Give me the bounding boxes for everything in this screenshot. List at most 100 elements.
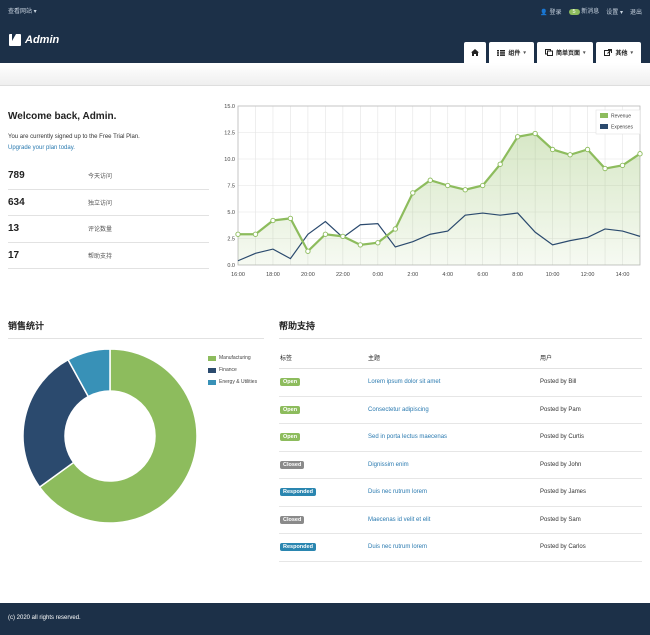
donut-legend: Manufacturing Finance Energy & Utilities xyxy=(208,352,257,388)
x-tick-label: 2:00 xyxy=(407,272,418,278)
revenue-point xyxy=(532,130,538,137)
legend-swatch xyxy=(208,367,216,373)
stat-label: 独立访问 xyxy=(88,200,113,207)
legend-label: Energy & Utilities xyxy=(219,379,258,385)
plan-text: You are currently signed up to the Free … xyxy=(8,134,140,140)
y-tick-label: 12.5 xyxy=(224,131,235,137)
support-table: 标签 主题 用户 Open Lorem ipsum dolor sit amet P… xyxy=(279,347,642,562)
tab-home[interactable] xyxy=(464,42,487,63)
revenue-point xyxy=(619,162,626,169)
legend-label: Finance xyxy=(219,367,237,373)
tab-simple-pages-label: 简单页面 xyxy=(555,51,580,57)
subject-link[interactable]: Duis nec rutrum lorem xyxy=(368,544,428,551)
subject-link[interactable]: Duis nec rutrum lorem xyxy=(368,489,428,496)
status-cell: Open xyxy=(279,368,367,397)
user-cell: Posted by Curtis xyxy=(539,423,642,452)
table-row: Open Lorem ipsum dolor sit amet Posted by … xyxy=(279,368,642,397)
legend-label: Expenses xyxy=(611,125,633,131)
revenue-point xyxy=(357,242,363,248)
user-cell: Posted by James xyxy=(539,478,642,507)
status-cell: Closed xyxy=(279,506,367,534)
status-badge: Closed xyxy=(280,460,305,469)
revenue-point xyxy=(305,248,311,254)
status-badge: Closed xyxy=(280,515,305,524)
x-tick-label: 8:00 xyxy=(512,272,523,278)
stats-list: 789 今天访问 634 独立访问 13 评论数量 17 帮助支持 xyxy=(8,163,209,269)
stat-row: 13 评论数量 xyxy=(8,216,209,243)
tab-components[interactable]: 组件 ▾ xyxy=(489,42,534,63)
x-tick-label: 0:00 xyxy=(372,272,383,278)
x-tick-label: 16:00 xyxy=(231,272,245,278)
donut-slice xyxy=(67,348,111,398)
table-row: Closed Maecenas id velit et elit Posted by… xyxy=(279,506,642,534)
stat-row: 789 今天访问 xyxy=(8,163,209,190)
revenue-point xyxy=(252,231,259,237)
legend-item: Manufacturing xyxy=(208,352,257,364)
chevron-down-icon: ▾ xyxy=(523,49,526,56)
expenses-series-line xyxy=(237,212,641,262)
tab-other-label: 其他 xyxy=(615,51,628,57)
stat-value: 789 xyxy=(8,170,25,182)
status-badge: Open xyxy=(280,378,301,387)
subject-link[interactable]: Sed in porta lectus maecenas xyxy=(368,434,448,441)
y-tick-label: 15.0 xyxy=(224,104,235,110)
revenue-point xyxy=(445,182,451,189)
subject-cell: Consectetur adipiscing xyxy=(367,396,539,424)
status-cell: Responded xyxy=(279,533,367,562)
user-cell: Posted by Pam xyxy=(539,396,642,424)
col-header-user: 用户 xyxy=(539,347,642,369)
revenue-point xyxy=(375,240,381,246)
subject-cell: Duis nec rutrum lorem xyxy=(367,478,539,507)
settings-link[interactable]: 设置 ▾ xyxy=(606,9,623,16)
status-badge: Responded xyxy=(280,543,316,552)
stat-value: 17 xyxy=(8,249,20,261)
logout-link[interactable]: 退出 xyxy=(629,9,642,16)
view-site-link[interactable]: 查看网站 ▾ xyxy=(8,9,37,15)
status-cell: Responded xyxy=(279,478,367,507)
chevron-down-icon: ▾ xyxy=(582,49,586,56)
revenue-point xyxy=(287,215,294,222)
home-icon xyxy=(471,49,480,56)
x-tick-label: 14:00 xyxy=(616,272,630,278)
legend-swatch xyxy=(208,379,216,385)
table-row: Responded Duis nec rutrum lorem Posted by … xyxy=(279,533,642,562)
revenue-point xyxy=(602,165,608,172)
revenue-point xyxy=(515,134,521,140)
revenue-point xyxy=(549,146,556,153)
subject-link[interactable]: Lorem ipsum dolor sit amet xyxy=(368,379,441,386)
status-badge: Open xyxy=(280,405,301,414)
donut-slice xyxy=(38,348,198,524)
status-cell: Closed xyxy=(279,451,367,479)
table-row: Responded Duis nec rutrum lorem Posted by … xyxy=(279,478,642,507)
upgrade-link[interactable]: Upgrade your plan today. xyxy=(8,145,75,151)
revenue-point xyxy=(392,226,398,232)
brand-logo[interactable]: Admin xyxy=(9,34,59,46)
subject-link[interactable]: Consectetur adipiscing xyxy=(368,406,429,413)
sales-stats-title: 销售统计 xyxy=(8,321,45,331)
brand-name: Admin xyxy=(25,34,60,46)
table-header-row: 标签 主题 用户 xyxy=(279,347,642,369)
x-tick-label: 4:00 xyxy=(442,272,453,278)
divider xyxy=(279,338,642,339)
stat-label: 评论数量 xyxy=(88,227,113,234)
y-tick-label: 10.0 xyxy=(224,157,235,163)
messages-link[interactable]: 5 新消息 xyxy=(568,6,599,16)
legend-swatch xyxy=(600,113,608,118)
login-link[interactable]: 👤 登录 xyxy=(540,9,562,16)
revenue-area xyxy=(238,133,640,265)
revenue-point xyxy=(427,177,433,183)
legend-swatch xyxy=(208,355,216,361)
chart-legend-box xyxy=(595,109,641,135)
tab-other[interactable]: 其他 ▾ xyxy=(596,42,641,63)
subject-link[interactable]: Dignissim enim xyxy=(368,461,409,468)
status-badge: Open xyxy=(280,433,301,442)
table-row: Closed Dignissim enim Posted by John xyxy=(279,451,642,479)
tab-simple-pages[interactable]: 简单页面 ▾ xyxy=(536,42,594,63)
legend-label: Manufacturing xyxy=(219,355,251,361)
subject-link[interactable]: Maecenas id velit et elit xyxy=(368,516,431,523)
revenue-point xyxy=(340,233,346,240)
revenue-point xyxy=(584,146,591,153)
status-cell: Open xyxy=(279,396,367,424)
table-row: Open Sed in porta lectus maecenas Posted b… xyxy=(279,423,642,452)
messages-count-badge: 5 xyxy=(568,9,580,15)
